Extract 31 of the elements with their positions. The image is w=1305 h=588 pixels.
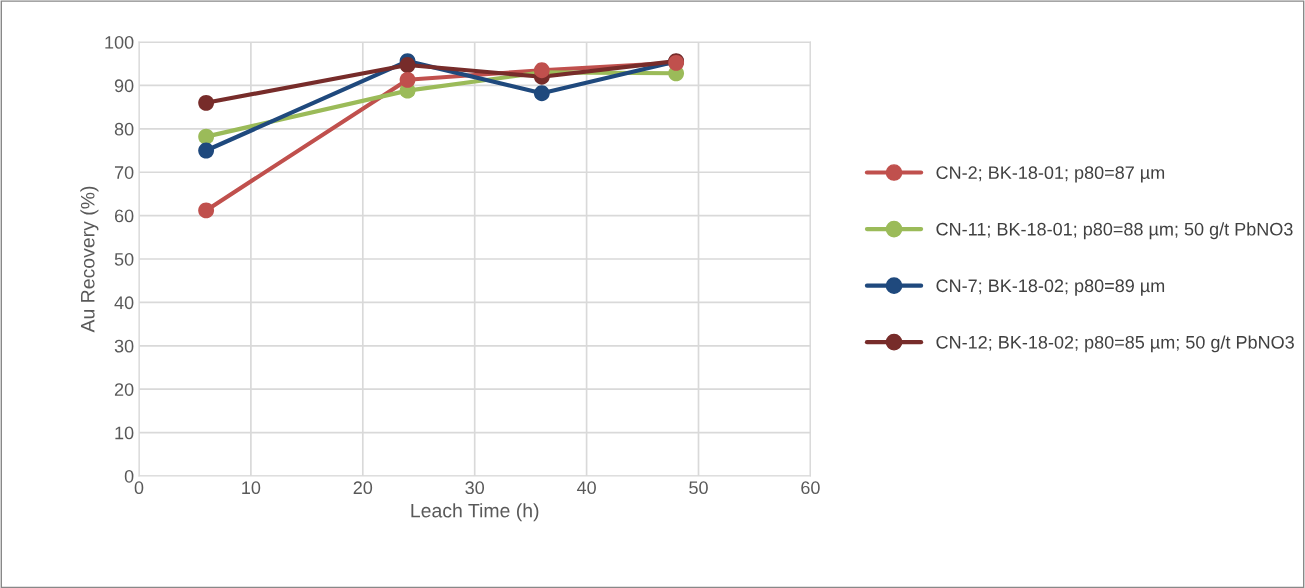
legend-label: CN-12; BK-18-02; p80=85 µm; 50 g/t PbNO3 bbox=[936, 335, 1294, 353]
x-tick-label: 50 bbox=[689, 481, 708, 495]
y-tick-label: 70 bbox=[114, 166, 134, 179]
y-tick-label: 100 bbox=[105, 35, 134, 49]
point bbox=[399, 71, 416, 88]
y-tick-label: 30 bbox=[114, 339, 134, 353]
point bbox=[198, 202, 215, 219]
y-axis-title: Au Recovery (%) bbox=[80, 186, 99, 333]
y-tick-label: 40 bbox=[114, 296, 134, 310]
legend-label: CN-7; BK-18-02; p80=89 µm bbox=[936, 279, 1165, 296]
y-tick-label: 90 bbox=[114, 79, 134, 93]
x-tick-label: 30 bbox=[465, 481, 485, 495]
point bbox=[399, 57, 416, 73]
y-tick-label: 0 bbox=[124, 469, 134, 483]
y-tick-label: 80 bbox=[114, 122, 134, 136]
legend-label: CN-11; BK-18-01; p80=88 µm; 50 g/t PbNO3 bbox=[936, 222, 1293, 240]
y-tick-label: 50 bbox=[114, 252, 134, 266]
point bbox=[198, 94, 215, 111]
point bbox=[198, 142, 215, 159]
x-tick-label: 20 bbox=[353, 481, 373, 495]
x-axis-title: Leach Time (h) bbox=[411, 503, 539, 522]
y-tick-label: 10 bbox=[115, 426, 134, 440]
point bbox=[198, 128, 215, 145]
x-tick-label: 60 bbox=[801, 481, 820, 495]
legend-label: CN-2; BK-18-01; p80=87 µm bbox=[936, 166, 1165, 183]
x-tick-label: 0 bbox=[134, 481, 144, 495]
x-tick-label: 40 bbox=[576, 481, 596, 495]
point bbox=[533, 85, 550, 102]
y-tick-label: 20 bbox=[114, 383, 134, 396]
x-tick-label: 10 bbox=[242, 481, 261, 495]
y-tick-label: 60 bbox=[114, 209, 134, 223]
